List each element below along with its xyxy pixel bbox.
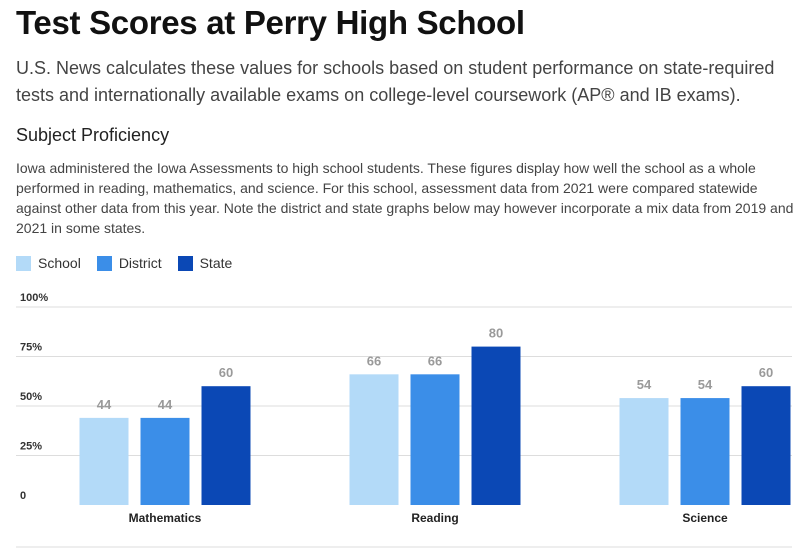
bar [619, 398, 669, 505]
legend-swatch-school [16, 255, 31, 271]
y-tick-label: 50% [20, 391, 42, 403]
legend-item-school: School [16, 255, 81, 271]
bar [410, 374, 460, 505]
y-tick-label: 0 [20, 490, 26, 502]
bar-value-label: 60 [219, 365, 233, 380]
bar-value-label: 66 [367, 353, 381, 368]
bar-chart: 0 25% 50% 75% 100% 44 44 60 Mathematics 66 66 80 Rea… [16, 292, 792, 548]
y-tick-label: 25% [20, 441, 42, 453]
bar [140, 417, 190, 505]
legend-item-district: District [96, 255, 162, 271]
bar-value-label: 44 [97, 397, 112, 412]
bar-value-label: 44 [158, 397, 173, 412]
x-category-label: Reading [411, 511, 458, 525]
legend-label-state: State [199, 255, 233, 271]
section-title: Subject Proficiency [16, 125, 170, 145]
legend-swatch-district [96, 255, 112, 271]
legend-item-state: State [177, 255, 233, 271]
legend-swatch-state [177, 255, 193, 271]
section-description: Iowa administered the Iowa Assessments t… [16, 160, 794, 236]
y-tick-label: 75% [20, 342, 42, 354]
bar [201, 386, 251, 505]
legend-label-school: School [38, 255, 81, 271]
page-title: Test Scores at Perry High School [16, 4, 525, 41]
page-subtitle: U.S. News calculates these values for sc… [16, 58, 775, 105]
bar-value-label: 60 [759, 365, 773, 380]
x-category-label: Mathematics [129, 511, 202, 525]
chart-legend: School District State [16, 255, 248, 271]
bar [741, 386, 791, 505]
bar [471, 346, 521, 505]
legend-label-district: District [118, 255, 162, 271]
x-category-label: Science [682, 511, 728, 525]
bar-value-label: 54 [637, 377, 652, 392]
y-tick-label: 100% [20, 292, 48, 304]
bar-value-label: 80 [489, 326, 503, 341]
bar [680, 398, 730, 505]
bar-value-label: 66 [428, 353, 442, 368]
bar-value-label: 54 [698, 377, 713, 392]
bar [349, 374, 399, 505]
bar [79, 417, 129, 505]
